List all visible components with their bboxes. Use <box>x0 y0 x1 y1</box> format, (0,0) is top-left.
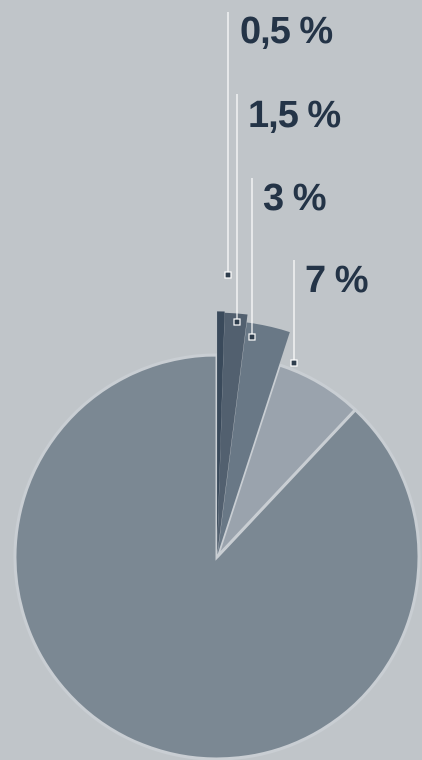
slice-label-0: 0,5 % <box>240 10 332 52</box>
leader-marker-1 <box>233 318 241 326</box>
pie-slice-2 <box>217 322 290 555</box>
slice-label-1: 1,5 % <box>248 94 340 136</box>
pie-slice-3 <box>215 362 358 559</box>
slice-label-2: 3 % <box>263 177 326 219</box>
leader-marker-0 <box>224 271 232 279</box>
slice-label-3: 7 % <box>305 259 368 301</box>
leader-marker-2 <box>248 333 256 341</box>
leader-marker-3 <box>290 359 298 367</box>
pie-slice-1 <box>217 312 248 555</box>
pie-slice-0 <box>217 311 225 554</box>
